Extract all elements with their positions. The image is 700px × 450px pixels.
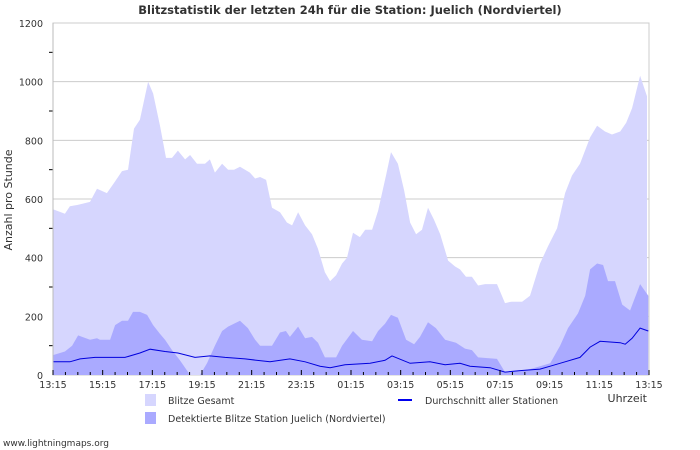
x-tick-label: 17:15 bbox=[139, 380, 166, 391]
x-tick-label: 05:15 bbox=[437, 380, 464, 391]
x-tick-label: 15:15 bbox=[89, 380, 116, 391]
x-tick-label: 23:15 bbox=[288, 380, 315, 391]
x-tick-label: 19:15 bbox=[188, 380, 215, 391]
y-tick-label: 800 bbox=[25, 136, 43, 147]
legend-label-average: Durchschnitt aller Stationen bbox=[425, 396, 558, 407]
legend-label-detected: Detektierte Blitze Station Juelich (Nord… bbox=[168, 414, 386, 425]
legend-swatch-total bbox=[145, 394, 156, 406]
x-tick-label: 21:15 bbox=[238, 380, 265, 391]
x-tick-label: 09:15 bbox=[536, 380, 563, 391]
legend-swatch-detected bbox=[145, 412, 156, 424]
x-tick-label: 07:15 bbox=[486, 380, 513, 391]
x-tick-label: 01:15 bbox=[337, 380, 364, 391]
y-tick-label: 400 bbox=[25, 254, 43, 265]
y-tick-label: 600 bbox=[25, 195, 43, 206]
y-tick-label: 1000 bbox=[19, 78, 43, 89]
y-tick-label: 0 bbox=[37, 371, 43, 382]
y-axis-label: Anzahl pro Stunde bbox=[2, 149, 15, 250]
y-tick-label: 1200 bbox=[19, 19, 43, 30]
legend-swatch-average bbox=[398, 399, 412, 401]
legend-label-total: Blitze Gesamt bbox=[168, 396, 235, 407]
x-tick-label: 03:15 bbox=[387, 380, 414, 391]
series-area-0 bbox=[53, 75, 648, 376]
x-axis-label: Uhrzeit bbox=[608, 392, 648, 405]
y-tick-label: 200 bbox=[25, 312, 43, 323]
series-area-1 bbox=[53, 263, 649, 375]
x-tick-label: 11:15 bbox=[586, 380, 613, 391]
x-tick-label: 13:15 bbox=[39, 380, 66, 391]
series-line-2 bbox=[53, 327, 649, 373]
x-tick-label: 13:15 bbox=[635, 380, 662, 391]
footer-link[interactable]: www.lightningmaps.org bbox=[3, 439, 109, 449]
chart-title: Blitzstatistik der letzten 24h für die S… bbox=[138, 3, 561, 17]
